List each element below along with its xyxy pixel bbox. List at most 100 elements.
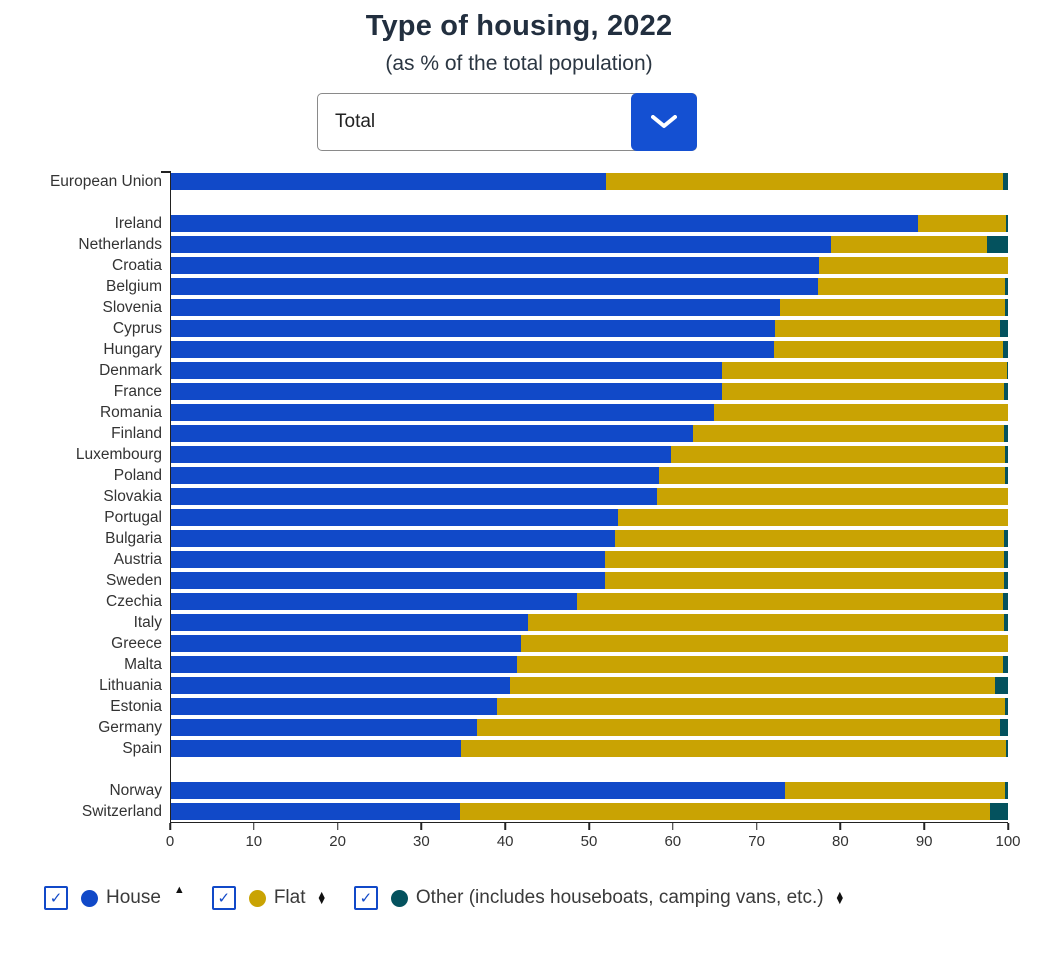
chart-row: Belgium — [106, 276, 1008, 297]
bar-segment-flat[interactable] — [721, 383, 1004, 400]
bar-segment-house[interactable] — [171, 803, 460, 820]
bar-segment-other[interactable] — [999, 719, 1008, 736]
bar-segment-flat[interactable] — [617, 509, 1008, 526]
bar-segment-flat[interactable] — [830, 236, 988, 253]
bar-segment-flat[interactable] — [516, 656, 1003, 673]
bar-segment-flat[interactable] — [520, 635, 1008, 652]
house-checkbox[interactable]: ✓ — [44, 886, 68, 910]
bar-segment-flat[interactable] — [605, 551, 1004, 568]
bar-segment-other[interactable] — [1005, 782, 1008, 799]
bar-segment-other[interactable] — [1003, 572, 1008, 589]
bar-segment-other[interactable] — [1003, 383, 1008, 400]
bar-segment-other[interactable] — [1007, 362, 1008, 379]
bar-segment-other[interactable] — [1003, 614, 1008, 631]
bar-segment-house[interactable] — [171, 572, 605, 589]
bar-segment-flat[interactable] — [721, 362, 1008, 379]
breakdown-dropdown[interactable]: Total — [317, 93, 697, 151]
bar-segment-flat[interactable] — [509, 677, 996, 694]
bar-segment-house[interactable] — [171, 698, 497, 715]
bar-track — [171, 698, 1008, 715]
sort-ascending-icon[interactable]: ▲ — [173, 883, 185, 896]
bar-segment-house[interactable] — [171, 383, 722, 400]
bar-segment-house[interactable] — [171, 362, 722, 379]
bar-segment-flat[interactable] — [459, 803, 990, 820]
bar-segment-other[interactable] — [1002, 173, 1008, 190]
bar-segment-other[interactable] — [1006, 215, 1008, 232]
bar-segment-other[interactable] — [999, 320, 1008, 337]
bar-segment-house[interactable] — [171, 173, 607, 190]
bar-segment-house[interactable] — [171, 341, 775, 358]
bar-segment-flat[interactable] — [604, 572, 1004, 589]
bar-segment-flat[interactable] — [657, 488, 1008, 505]
bar-segment-house[interactable] — [171, 404, 715, 421]
axis-tick — [672, 823, 674, 830]
bar-segment-other[interactable] — [1004, 698, 1008, 715]
bar-segment-other[interactable] — [1004, 446, 1008, 463]
bar-segment-flat[interactable] — [670, 446, 1005, 463]
category-label: Denmark — [99, 361, 162, 379]
dropdown-toggle-button[interactable] — [631, 93, 697, 151]
bar-segment-house[interactable] — [171, 488, 658, 505]
bar-segment-house[interactable] — [171, 614, 528, 631]
bar-segment-house[interactable] — [171, 656, 517, 673]
bar-segment-house[interactable] — [171, 446, 671, 463]
bar-segment-flat[interactable] — [818, 257, 1008, 274]
bar-segment-other[interactable] — [1003, 551, 1008, 568]
bar-segment-house[interactable] — [171, 719, 477, 736]
bar-track — [171, 320, 1008, 337]
bar-segment-flat[interactable] — [614, 530, 1004, 547]
sort-toggle-icon[interactable]: ▲ ▼ — [835, 890, 845, 906]
bar-segment-house[interactable] — [171, 509, 618, 526]
bar-segment-flat[interactable] — [775, 320, 1000, 337]
bar-segment-house[interactable] — [171, 467, 659, 484]
bar-segment-house[interactable] — [171, 530, 615, 547]
category-label: Belgium — [106, 277, 162, 295]
bar-segment-house[interactable] — [171, 635, 521, 652]
bar-segment-flat[interactable] — [460, 740, 1007, 757]
bar-segment-other[interactable] — [1003, 530, 1008, 547]
bar-segment-flat[interactable] — [606, 173, 1003, 190]
bar-segment-other[interactable] — [1002, 341, 1008, 358]
bar-segment-house[interactable] — [171, 278, 818, 295]
bar-segment-other[interactable] — [1005, 467, 1008, 484]
bar-segment-other[interactable] — [1002, 656, 1008, 673]
flat-legend-label: Flat — [273, 887, 306, 908]
bar-segment-other[interactable] — [987, 236, 1008, 253]
bar-segment-house[interactable] — [171, 740, 461, 757]
bar-segment-other[interactable] — [1004, 299, 1008, 316]
bar-segment-house[interactable] — [171, 299, 781, 316]
bar-segment-house[interactable] — [171, 215, 919, 232]
category-label: Ireland — [114, 214, 162, 232]
bar-segment-flat[interactable] — [818, 278, 1005, 295]
bar-segment-house[interactable] — [171, 320, 776, 337]
bar-segment-house[interactable] — [171, 551, 606, 568]
bar-segment-house[interactable] — [171, 425, 694, 442]
bar-segment-house[interactable] — [171, 236, 831, 253]
bar-segment-other[interactable] — [995, 677, 1008, 694]
bar-segment-house[interactable] — [171, 257, 819, 274]
bar-segment-other[interactable] — [1003, 425, 1008, 442]
bar-segment-house[interactable] — [171, 677, 510, 694]
sort-toggle-icon[interactable]: ▲ ▼ — [317, 890, 327, 906]
bar-segment-flat[interactable] — [527, 614, 1004, 631]
bar-segment-flat[interactable] — [693, 425, 1004, 442]
bar-segment-flat[interactable] — [576, 593, 1003, 610]
bar-segment-other[interactable] — [1002, 593, 1008, 610]
bar-segment-flat[interactable] — [714, 404, 1008, 421]
flat-checkbox[interactable]: ✓ — [211, 886, 236, 910]
bar-segment-house[interactable] — [171, 782, 786, 799]
bar-track — [171, 341, 1008, 358]
bar-segment-flat[interactable] — [785, 782, 1006, 799]
bar-segment-flat[interactable] — [780, 299, 1005, 316]
bar-segment-other[interactable] — [1006, 740, 1008, 757]
bar-segment-house[interactable] — [171, 593, 577, 610]
bar-segment-flat[interactable] — [496, 698, 1005, 715]
bar-segment-flat[interactable] — [774, 341, 1003, 358]
bar-segment-other[interactable] — [989, 803, 1008, 820]
bar-segment-other[interactable] — [1004, 278, 1008, 295]
bar-segment-flat[interactable] — [476, 719, 1000, 736]
bar-segment-flat[interactable] — [918, 215, 1007, 232]
other-checkbox[interactable]: ✓ — [353, 886, 378, 910]
bar-segment-flat[interactable] — [658, 467, 1006, 484]
chart-row: Luxembourg — [76, 444, 1008, 465]
